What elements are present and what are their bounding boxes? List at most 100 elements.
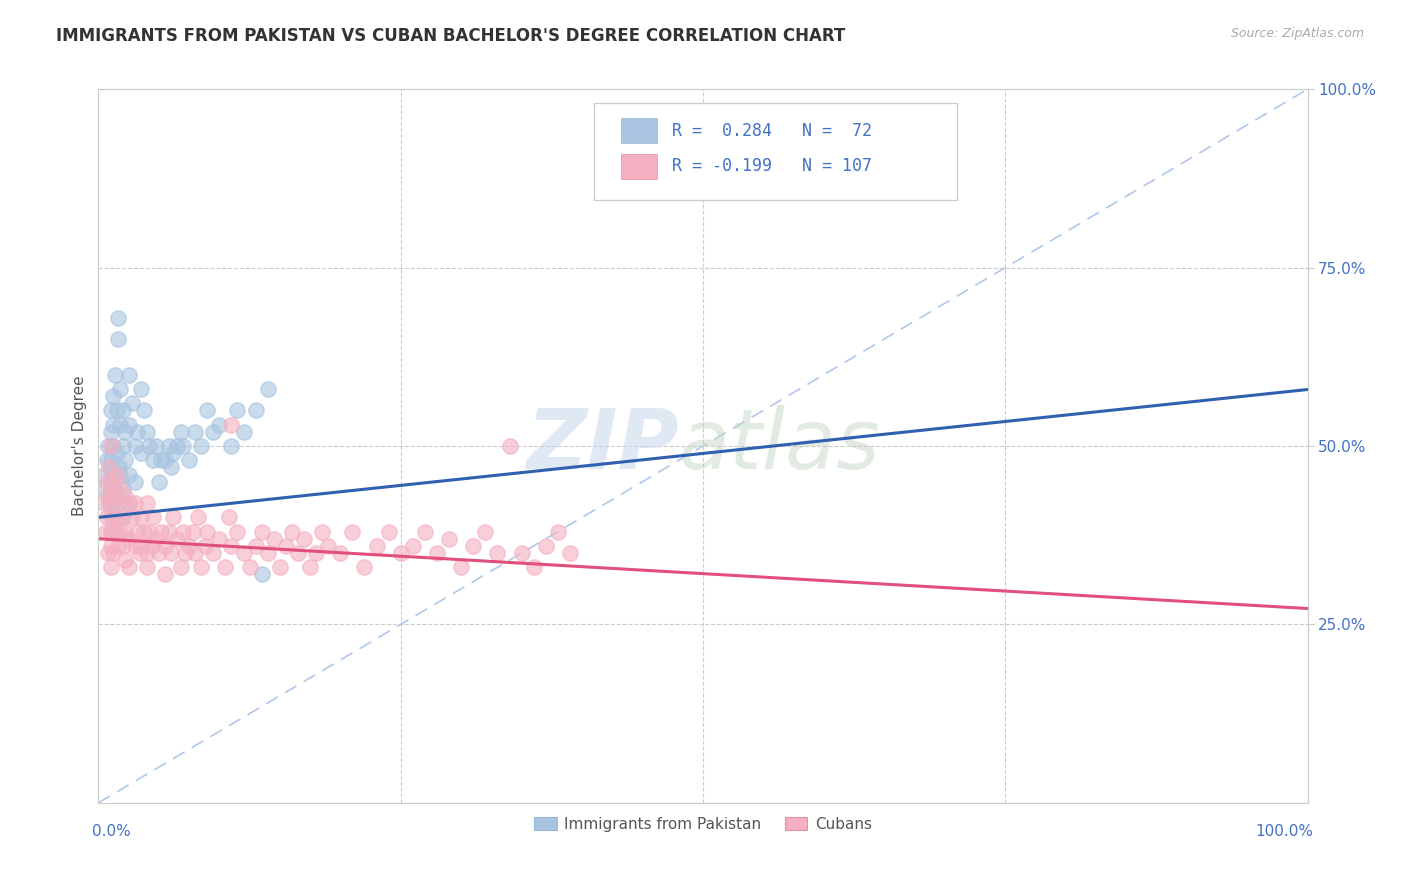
- Point: [153, 567, 176, 582]
- Point: [172, 524, 194, 539]
- Point: [98, 460, 121, 475]
- Point: [208, 417, 231, 432]
- Point: [118, 467, 141, 482]
- Point: [162, 510, 184, 524]
- Point: [93, 467, 115, 482]
- Point: [194, 539, 217, 553]
- Point: [129, 382, 152, 396]
- Point: [121, 510, 143, 524]
- Point: [104, 524, 127, 539]
- Point: [107, 310, 129, 325]
- Point: [118, 496, 141, 510]
- Point: [148, 475, 170, 489]
- Point: [100, 489, 122, 503]
- Y-axis label: Bachelor's Degree: Bachelor's Degree: [72, 376, 87, 516]
- Point: [256, 546, 278, 560]
- Point: [108, 467, 131, 482]
- Point: [510, 546, 533, 560]
- Point: [195, 524, 218, 539]
- Point: [100, 453, 122, 467]
- Point: [98, 496, 121, 510]
- Point: [100, 403, 122, 417]
- Text: R = -0.199   N = 107: R = -0.199 N = 107: [672, 157, 872, 175]
- Point: [135, 496, 157, 510]
- Point: [162, 446, 184, 460]
- Point: [202, 546, 225, 560]
- Text: ZIP: ZIP: [526, 406, 679, 486]
- Point: [134, 403, 156, 417]
- Point: [316, 539, 339, 553]
- Text: IMMIGRANTS FROM PAKISTAN VS CUBAN BACHELOR'S DEGREE CORRELATION CHART: IMMIGRANTS FROM PAKISTAN VS CUBAN BACHEL…: [56, 27, 845, 45]
- Point: [105, 510, 128, 524]
- Point: [486, 546, 509, 560]
- Point: [118, 417, 141, 432]
- Point: [108, 382, 131, 396]
- Point: [135, 546, 157, 560]
- Point: [118, 560, 141, 574]
- Point: [169, 560, 191, 574]
- Point: [135, 560, 157, 574]
- Point: [245, 539, 267, 553]
- Point: [232, 425, 254, 439]
- Point: [96, 453, 118, 467]
- Point: [498, 439, 520, 453]
- Point: [134, 524, 156, 539]
- Point: [218, 510, 240, 524]
- Point: [402, 539, 425, 553]
- Point: [299, 560, 322, 574]
- Point: [187, 510, 209, 524]
- Point: [111, 539, 134, 553]
- FancyBboxPatch shape: [595, 103, 957, 200]
- Point: [558, 546, 581, 560]
- Point: [101, 467, 124, 482]
- Point: [100, 439, 122, 453]
- Point: [190, 560, 212, 574]
- Point: [329, 546, 352, 560]
- Point: [166, 439, 188, 453]
- Point: [226, 524, 249, 539]
- Point: [101, 417, 124, 432]
- Point: [108, 496, 131, 510]
- Point: [124, 539, 146, 553]
- Point: [305, 546, 328, 560]
- Point: [153, 453, 176, 467]
- Point: [142, 510, 165, 524]
- Point: [93, 496, 115, 510]
- Point: [107, 332, 129, 346]
- Point: [129, 539, 152, 553]
- Point: [342, 524, 364, 539]
- Point: [118, 532, 141, 546]
- Point: [101, 439, 124, 453]
- Point: [105, 403, 128, 417]
- Point: [184, 425, 207, 439]
- Point: [101, 496, 124, 510]
- Point: [172, 439, 194, 453]
- Point: [160, 460, 183, 475]
- Legend: Immigrants from Pakistan, Cubans: Immigrants from Pakistan, Cubans: [527, 811, 879, 838]
- Point: [269, 560, 291, 574]
- Point: [100, 475, 122, 489]
- Point: [174, 546, 197, 560]
- Point: [129, 446, 152, 460]
- Point: [100, 539, 122, 553]
- Point: [101, 546, 124, 560]
- Point: [239, 560, 262, 574]
- Point: [250, 567, 273, 582]
- Point: [389, 546, 412, 560]
- Point: [118, 496, 141, 510]
- Point: [145, 439, 167, 453]
- Point: [274, 539, 297, 553]
- Point: [114, 425, 136, 439]
- Point: [232, 546, 254, 560]
- Point: [100, 510, 122, 524]
- Point: [100, 524, 122, 539]
- Point: [534, 539, 557, 553]
- Point: [157, 439, 180, 453]
- Point: [366, 539, 388, 553]
- Point: [100, 496, 122, 510]
- Point: [474, 524, 496, 539]
- Point: [547, 524, 569, 539]
- Point: [108, 417, 131, 432]
- Point: [221, 417, 243, 432]
- Point: [214, 560, 236, 574]
